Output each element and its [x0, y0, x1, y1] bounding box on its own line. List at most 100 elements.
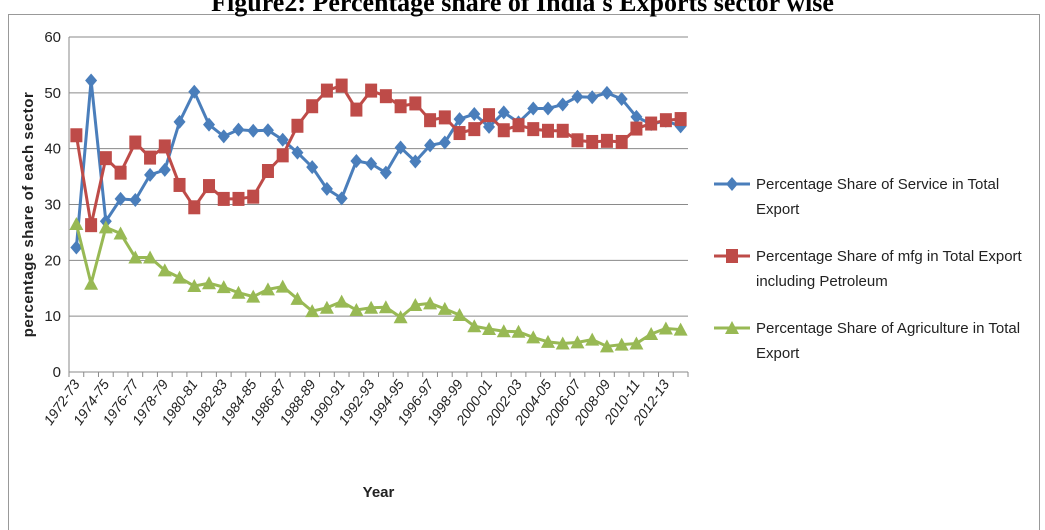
data-point [379, 165, 392, 180]
data-point [556, 123, 569, 138]
y-tick-label: 60 [44, 29, 61, 46]
data-point [129, 135, 142, 150]
data-point [556, 97, 569, 112]
data-point [335, 78, 348, 93]
data-point [540, 334, 555, 348]
chart-frame [8, 14, 1040, 530]
data-point [113, 226, 128, 240]
chart-title: Figure2: Percentage share of India's Exp… [211, 0, 834, 17]
legend-label: Percentage Share of mfg in Total Export … [756, 248, 1022, 290]
data-point [600, 133, 613, 148]
data-point [615, 134, 628, 149]
data-point [483, 119, 496, 134]
legend-marker [726, 177, 738, 191]
data-point [586, 90, 599, 105]
data-point [349, 303, 364, 317]
series-3 [69, 217, 688, 353]
data-point [275, 279, 290, 293]
data-point [246, 289, 261, 303]
data-point [586, 134, 599, 149]
legend-label: Percentage Share of Service in Total Exp… [756, 176, 1000, 218]
data-point [496, 324, 511, 338]
data-point [438, 110, 451, 125]
data-point [541, 101, 554, 116]
data-point [674, 112, 687, 127]
legend-swatch [714, 177, 750, 191]
data-point [555, 336, 570, 350]
x-axis-label: Year [363, 484, 395, 501]
data-point [512, 118, 525, 133]
series-line [74, 223, 681, 348]
data-point [69, 217, 84, 231]
data-point [644, 327, 659, 341]
y-tick-label: 10 [44, 308, 61, 325]
data-point [276, 148, 289, 163]
data-point [511, 324, 526, 338]
data-point [335, 191, 348, 206]
data-point [659, 113, 672, 128]
data-point [305, 304, 320, 318]
data-point [114, 191, 127, 206]
data-point [365, 83, 378, 98]
legend-label: Percentage Share of Agriculture in Total… [756, 320, 1021, 362]
data-point [614, 337, 629, 351]
y-tick-label: 50 [44, 85, 61, 102]
data-point [571, 133, 584, 148]
data-point [378, 300, 393, 314]
data-point [468, 107, 481, 122]
data-point [438, 135, 451, 150]
data-point [334, 294, 349, 308]
y-tick-label: 30 [44, 197, 61, 214]
series-line [74, 79, 682, 248]
data-point [320, 83, 333, 98]
data-point [319, 300, 334, 314]
data-point [350, 153, 363, 168]
data-point [144, 167, 157, 182]
data-point [424, 138, 437, 153]
data-point [453, 126, 466, 141]
y-tick-label: 20 [44, 252, 61, 269]
data-point [173, 177, 186, 192]
data-point [260, 282, 275, 296]
data-point [144, 150, 157, 165]
data-point [364, 300, 379, 314]
data-point [673, 322, 688, 336]
data-point [70, 128, 83, 143]
data-point [231, 285, 246, 299]
data-point [629, 336, 644, 350]
data-point [365, 156, 378, 171]
data-point [467, 319, 482, 333]
data-point [84, 276, 99, 290]
data-point [306, 160, 319, 175]
data-point [527, 122, 540, 137]
data-point [424, 113, 437, 128]
data-point [232, 122, 245, 137]
data-point [483, 108, 496, 123]
data-point [497, 105, 510, 120]
data-point [526, 330, 541, 344]
data-point [188, 84, 201, 99]
data-point [158, 162, 171, 177]
data-point [453, 112, 466, 127]
data-point [85, 218, 98, 233]
data-point [497, 123, 510, 138]
legend-marker [725, 321, 739, 334]
data-point [379, 89, 392, 104]
data-point [247, 123, 260, 138]
data-point [187, 279, 202, 293]
data-point [217, 129, 230, 144]
data-point [157, 263, 172, 277]
data-point [203, 179, 216, 194]
data-point [599, 339, 614, 353]
data-point [172, 270, 187, 284]
series-2 [70, 78, 687, 233]
data-point [203, 117, 216, 132]
data-point [232, 191, 245, 206]
data-point [99, 151, 112, 166]
data-point [173, 114, 186, 129]
data-point [394, 140, 407, 155]
data-point [291, 145, 304, 160]
data-point [615, 91, 628, 106]
data-point [409, 96, 422, 111]
